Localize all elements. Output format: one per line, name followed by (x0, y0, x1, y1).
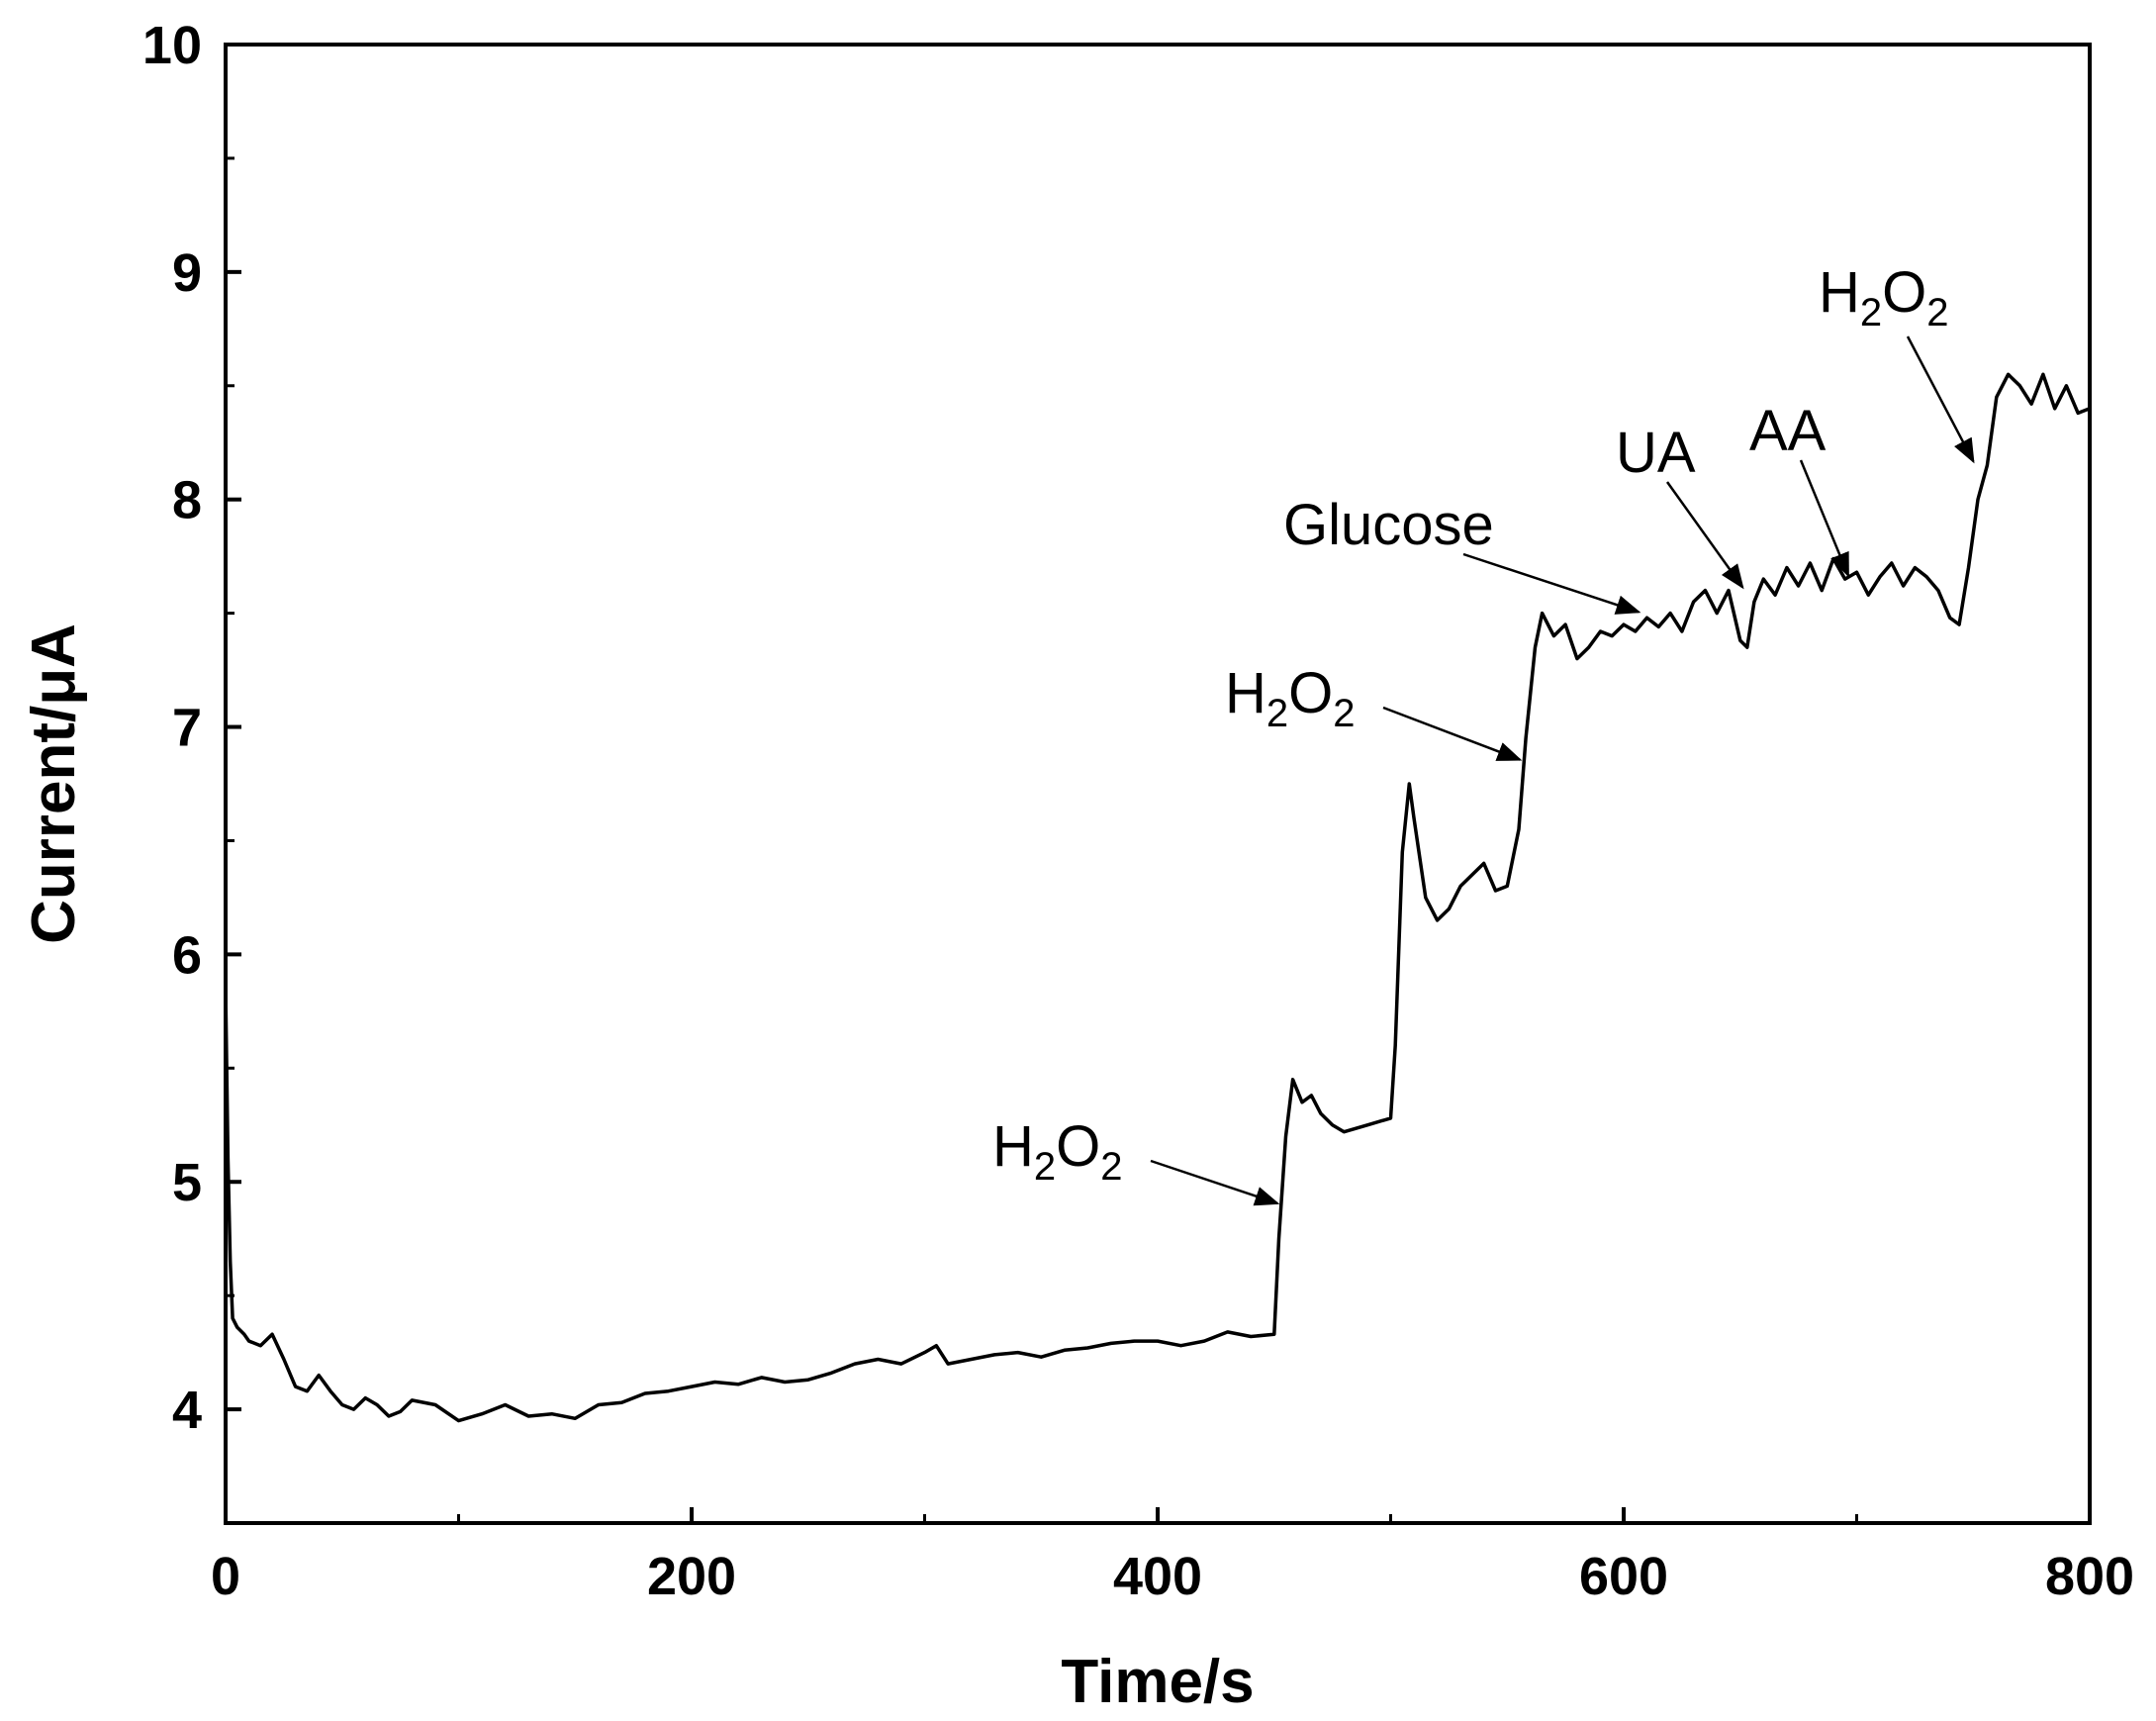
x-tick-label: 0 (211, 1547, 240, 1606)
y-tick-label: 6 (172, 925, 202, 985)
annotation-label: H2O2 (1819, 260, 1949, 335)
annotation-arrow (1382, 706, 1523, 761)
x-tick-label: 400 (1113, 1547, 1202, 1606)
x-tick-label: 200 (647, 1547, 736, 1606)
plot-frame (224, 43, 2092, 1525)
annotation-label: H2O2 (1225, 661, 1356, 735)
y-axis: 4 5 6 7 8 9 10 (142, 16, 241, 1525)
y-tick-label: 9 (172, 243, 202, 303)
current-trace (224, 372, 2091, 1423)
y-axis-title: Current/μA (20, 623, 88, 944)
annotation-label: H2O2 (992, 1114, 1123, 1189)
annotation-arrow (1150, 1159, 1280, 1206)
annotations: H2O2 H2O2 Glucose UA AA H2O2 (992, 260, 1975, 1206)
x-axis-title: Time/s (1061, 1648, 1254, 1716)
x-tick-label: 800 (2045, 1547, 2134, 1606)
y-tick-label: 5 (172, 1153, 202, 1212)
annotation-arrow (1665, 481, 1744, 590)
x-axis: 0 200 400 600 800 (211, 1507, 2134, 1606)
x-tick-label: 600 (1579, 1547, 1668, 1606)
annotation-label: AA (1749, 399, 1827, 463)
annotation-arrow (1799, 459, 1850, 578)
annotation-arrow (1906, 335, 1975, 464)
y-tick-label: 7 (172, 699, 202, 758)
y-tick-label: 4 (172, 1381, 202, 1440)
annotation-label: UA (1616, 421, 1696, 485)
annotation-arrow (1462, 552, 1641, 615)
annotation-label: Glucose (1283, 493, 1494, 557)
y-tick-label: 10 (142, 16, 202, 75)
y-tick-label: 8 (172, 471, 202, 530)
